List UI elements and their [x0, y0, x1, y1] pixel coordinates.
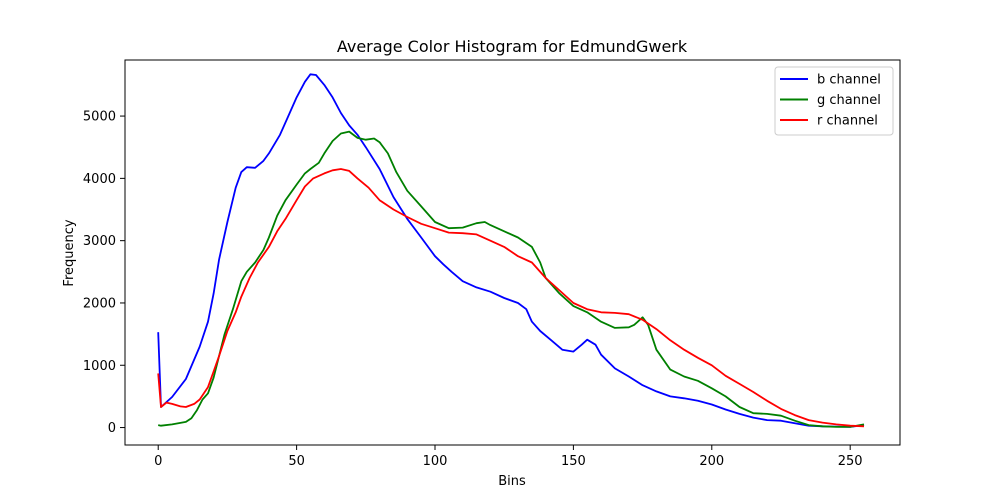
legend-entry: b channel	[817, 73, 881, 88]
y-tick-label: 3000	[83, 234, 116, 249]
x-tick-label: 150	[561, 454, 586, 469]
plot-frame	[124, 59, 901, 446]
y-axis: 0 1000 2000 3000 4000 5000	[83, 110, 125, 436]
series-line-r-channel	[157, 168, 865, 428]
x-tick-label: 0	[154, 454, 162, 469]
series-line-b-channel	[157, 73, 865, 428]
y-tick-label: 4000	[83, 172, 116, 187]
y-axis-label: Frequency	[62, 219, 77, 286]
x-tick-label: 100	[423, 454, 448, 469]
legend: b channel g channel r channel	[774, 66, 894, 136]
plot-area	[157, 73, 865, 428]
legend-entry: r channel	[817, 114, 878, 129]
x-axis: 0 50 100 150 200 250	[154, 445, 863, 469]
x-tick-label: 250	[838, 454, 863, 469]
x-tick-label: 50	[288, 454, 305, 469]
y-tick-label: 5000	[83, 110, 116, 125]
x-tick-label: 200	[699, 454, 724, 469]
legend-box	[774, 66, 894, 136]
y-tick-label: 1000	[83, 359, 116, 374]
chart-title: Average Color Histogram for EdmundGwerk	[337, 37, 688, 56]
y-tick-label: 0	[108, 421, 116, 436]
x-axis-label: Bins	[498, 474, 526, 489]
legend-entry: g channel	[817, 93, 881, 108]
series-line-g-channel	[158, 130, 865, 428]
y-tick-label: 2000	[83, 296, 116, 311]
